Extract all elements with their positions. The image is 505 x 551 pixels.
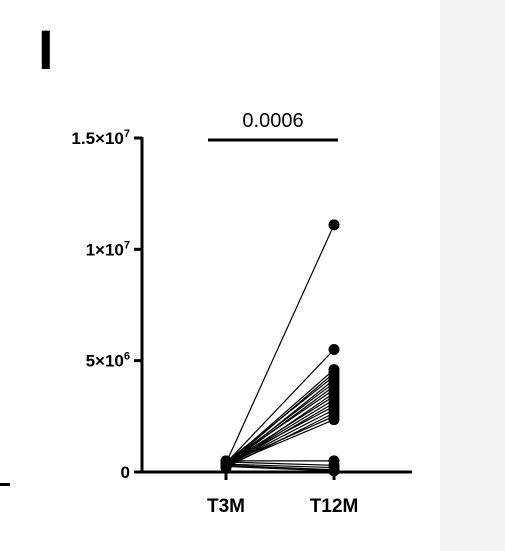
y-tick-exponent: 6 [124, 351, 130, 363]
panel-label: I [38, 18, 54, 81]
pair-line [225, 415, 335, 465]
side-panel-background [440, 0, 505, 551]
cropped-axis-fragment [0, 483, 10, 486]
y-tick-label: 1.5×107 [71, 128, 130, 148]
pair-line [225, 349, 335, 464]
pair-lines [225, 224, 335, 472]
x-category-label: T3M [207, 496, 245, 517]
y-tick-label: 0 [121, 463, 130, 482]
pair-line [225, 463, 335, 469]
pair-line [225, 395, 335, 465]
y-tick-exponent: 7 [124, 128, 130, 140]
pair-line [225, 389, 335, 464]
y-tick-label: 1×107 [86, 239, 130, 259]
data-point-t3m [220, 460, 232, 472]
significance-bracket: 0.0006 [208, 110, 338, 142]
x-category-label: T12M [310, 496, 359, 517]
axes [134, 136, 412, 480]
data-point-t12m [328, 465, 340, 477]
pair-line [225, 405, 335, 464]
y-tick-label: 5×106 [86, 351, 130, 371]
pair-line [225, 419, 335, 466]
pair-line [225, 465, 335, 472]
p-value-label: 0.0006 [242, 110, 303, 132]
paired-scatter-chart: 0 5×106 1×107 1.5×107 T3M T12M 0.0006 [71, 110, 412, 517]
pair-line [225, 461, 335, 466]
data-point-t12m [328, 414, 340, 426]
pair-line [225, 464, 335, 471]
y-tick-exponent: 7 [124, 239, 130, 251]
pair-line [225, 399, 335, 466]
data-point-t12m [328, 344, 340, 356]
y-tick-labels: 0 5×106 1×107 1.5×107 [71, 128, 130, 482]
pair-line [225, 369, 335, 465]
data-points [220, 219, 340, 477]
pair-line [225, 375, 335, 463]
pair-line [225, 224, 335, 464]
data-point-t12m [328, 219, 340, 231]
x-category-labels: T3M T12M [207, 496, 358, 517]
